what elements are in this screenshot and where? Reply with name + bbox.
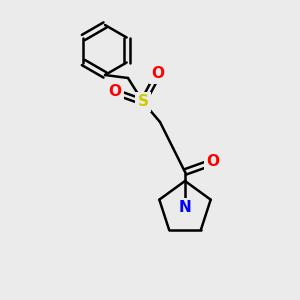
Text: N: N [178,200,191,215]
Text: O: O [109,85,122,100]
Text: O: O [152,67,164,82]
Text: O: O [206,154,220,169]
Text: S: S [137,94,148,110]
